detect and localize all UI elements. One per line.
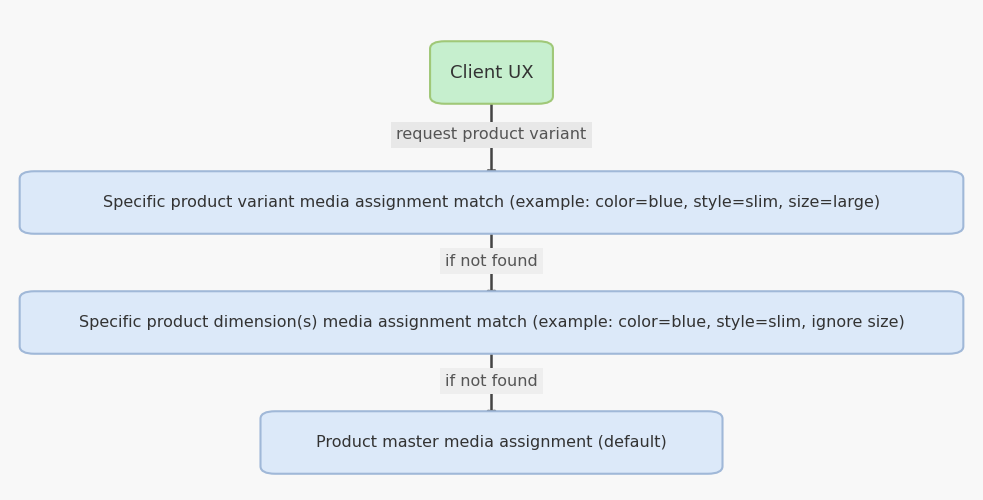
Text: Client UX: Client UX — [449, 64, 534, 82]
Text: Specific product variant media assignment match (example: color=blue, style=slim: Specific product variant media assignmen… — [103, 195, 880, 210]
Text: request product variant: request product variant — [396, 128, 587, 142]
FancyBboxPatch shape — [431, 42, 552, 104]
Text: Product master media assignment (default): Product master media assignment (default… — [317, 435, 666, 450]
FancyBboxPatch shape — [20, 291, 963, 354]
Text: Specific product dimension(s) media assignment match (example: color=blue, style: Specific product dimension(s) media assi… — [79, 315, 904, 330]
FancyBboxPatch shape — [260, 411, 723, 474]
Text: if not found: if not found — [445, 374, 538, 388]
Text: if not found: if not found — [445, 254, 538, 268]
FancyBboxPatch shape — [20, 171, 963, 234]
